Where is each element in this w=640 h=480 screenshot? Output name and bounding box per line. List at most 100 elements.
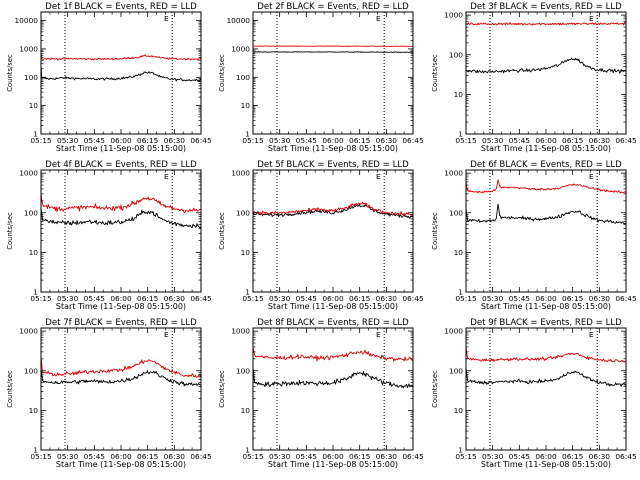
- y-tick-label: 100: [449, 50, 463, 59]
- y-tick-label: 1000: [444, 169, 463, 178]
- x-axis-label: Start Time (11-Sep-08 05:15:00): [56, 302, 186, 311]
- y-tick-label: 1000: [19, 169, 38, 178]
- y-tick-label: 100: [236, 366, 250, 375]
- detector-panel-5: Det 5f BLACK = Events, RED = LLD 1 10 100 10…: [218, 160, 424, 311]
- x-tick-label: 06:00: [535, 452, 557, 461]
- lld-series-line: [252, 201, 414, 216]
- x-axis-label: Start Time (11-Sep-08 05:15:00): [481, 302, 611, 311]
- x-tick-label: 06:00: [110, 136, 132, 145]
- y-tick-label: 10000: [14, 16, 38, 25]
- lld-series-line: [40, 193, 202, 214]
- corner-mark: E: [376, 330, 381, 339]
- y-tick-label: 1: [33, 288, 38, 297]
- panel-title: Det 9f BLACK = Events, RED = LLD: [470, 318, 622, 328]
- events-series-line: [252, 367, 414, 389]
- detector-panel-1: Det 1f BLACK = Events, RED = LLD 1 10 100 10…: [6, 2, 212, 153]
- y-axis-label: Counts/sec: [218, 370, 226, 408]
- x-tick-label: 05:15: [242, 294, 264, 303]
- x-tick-label: 05:45: [296, 294, 318, 303]
- detector-panel-2: Det 2f BLACK = Events, RED = LLD 1 10 100 10…: [218, 2, 424, 153]
- x-tick-label: 05:15: [455, 136, 477, 145]
- x-tick-label: 05:15: [455, 294, 477, 303]
- x-tick-label: 05:15: [242, 136, 264, 145]
- detector-panel-6: Det 6f BLACK = Events, RED = LLD 1 10 100 10…: [431, 160, 637, 311]
- events-series-line: [252, 203, 414, 219]
- y-axis-label: Counts/sec: [431, 54, 439, 92]
- y-axis-label: Counts/sec: [6, 54, 14, 92]
- x-axis-label: Start Time (11-Sep-08 05:15:00): [56, 144, 186, 153]
- y-tick-label: 100: [24, 73, 38, 82]
- lld-series-line: [40, 53, 202, 61]
- x-tick-label: 06:30: [376, 136, 398, 145]
- detector-panel-8: Det 8f BLACK = Events, RED = LLD 1 10 100 10…: [218, 318, 424, 469]
- x-tick-label: 06:00: [110, 294, 132, 303]
- y-tick-label: 10000: [226, 16, 250, 25]
- y-tick-label: 100: [236, 73, 250, 82]
- x-tick-label: 05:30: [482, 452, 504, 461]
- y-tick-label: 10: [29, 406, 39, 415]
- lld-series-line: [465, 346, 627, 363]
- y-tick-label: 10: [241, 406, 251, 415]
- x-tick-label: 05:30: [57, 294, 79, 303]
- events-series-line: [40, 65, 202, 82]
- x-axis-label: Start Time (11-Sep-08 05:15:00): [56, 460, 186, 469]
- x-tick-label: 06:30: [164, 136, 186, 145]
- y-tick-label: 1: [245, 130, 250, 139]
- x-tick-label: 06:30: [376, 452, 398, 461]
- y-tick-label: 1: [245, 288, 250, 297]
- y-tick-label: 10: [241, 248, 251, 257]
- y-axis-label: Counts/sec: [431, 212, 439, 250]
- y-tick-label: 100: [24, 366, 38, 375]
- corner-mark: E: [164, 330, 169, 339]
- x-axis-label: Start Time (11-Sep-08 05:15:00): [481, 460, 611, 469]
- x-tick-label: 05:15: [30, 136, 52, 145]
- corner-mark: E: [164, 172, 169, 181]
- x-tick-label: 06:45: [615, 136, 637, 145]
- detector-panel-7: Det 7f BLACK = Events, RED = LLD 1 10 100 10…: [6, 318, 212, 469]
- y-tick-label: 1000: [231, 327, 250, 336]
- panel-title: Det 8f BLACK = Events, RED = LLD: [257, 318, 409, 328]
- x-tick-label: 06:45: [615, 294, 637, 303]
- y-tick-label: 1: [245, 446, 250, 455]
- x-tick-label: 06:30: [589, 294, 611, 303]
- x-tick-label: 05:45: [509, 294, 531, 303]
- x-tick-label: 06:15: [137, 136, 159, 145]
- x-tick-label: 05:15: [30, 452, 52, 461]
- lld-series-line: [466, 22, 627, 26]
- x-tick-label: 05:45: [84, 452, 106, 461]
- x-tick-label: 06:15: [349, 452, 371, 461]
- y-tick-label: 1000: [444, 327, 463, 336]
- x-tick-label: 05:30: [269, 452, 291, 461]
- x-tick-label: 06:15: [137, 294, 159, 303]
- y-tick-label: 10: [29, 101, 39, 110]
- x-tick-label: 06:00: [322, 136, 344, 145]
- x-tick-label: 05:30: [269, 294, 291, 303]
- x-tick-label: 06:15: [137, 452, 159, 461]
- x-tick-label: 06:00: [535, 294, 557, 303]
- x-tick-label: 05:30: [57, 452, 79, 461]
- y-tick-label: 100: [449, 208, 463, 217]
- y-tick-label: 1: [458, 446, 463, 455]
- panel-title: Det 5f BLACK = Events, RED = LLD: [257, 160, 409, 170]
- x-tick-label: 06:00: [535, 136, 557, 145]
- x-tick-label: 06:45: [190, 294, 212, 303]
- x-tick-label: 06:45: [615, 452, 637, 461]
- x-tick-label: 05:30: [482, 294, 504, 303]
- x-tick-label: 06:45: [402, 452, 424, 461]
- y-tick-label: 10: [241, 101, 251, 110]
- y-tick-label: 1: [33, 446, 38, 455]
- x-tick-label: 06:00: [322, 452, 344, 461]
- events-series-line: [465, 57, 627, 74]
- y-tick-label: 10: [454, 90, 464, 99]
- panel-title: Det 7f BLACK = Events, RED = LLD: [45, 318, 197, 328]
- x-tick-label: 06:30: [164, 452, 186, 461]
- y-tick-label: 1: [458, 130, 463, 139]
- x-tick-label: 06:45: [190, 136, 212, 145]
- x-tick-label: 05:45: [509, 452, 531, 461]
- x-axis-label: Start Time (11-Sep-08 05:15:00): [268, 302, 398, 311]
- y-tick-label: 10: [29, 248, 39, 257]
- lld-series-line: [253, 45, 414, 47]
- panel-title: Det 1f BLACK = Events, RED = LLD: [45, 2, 197, 12]
- y-tick-label: 10: [454, 406, 464, 415]
